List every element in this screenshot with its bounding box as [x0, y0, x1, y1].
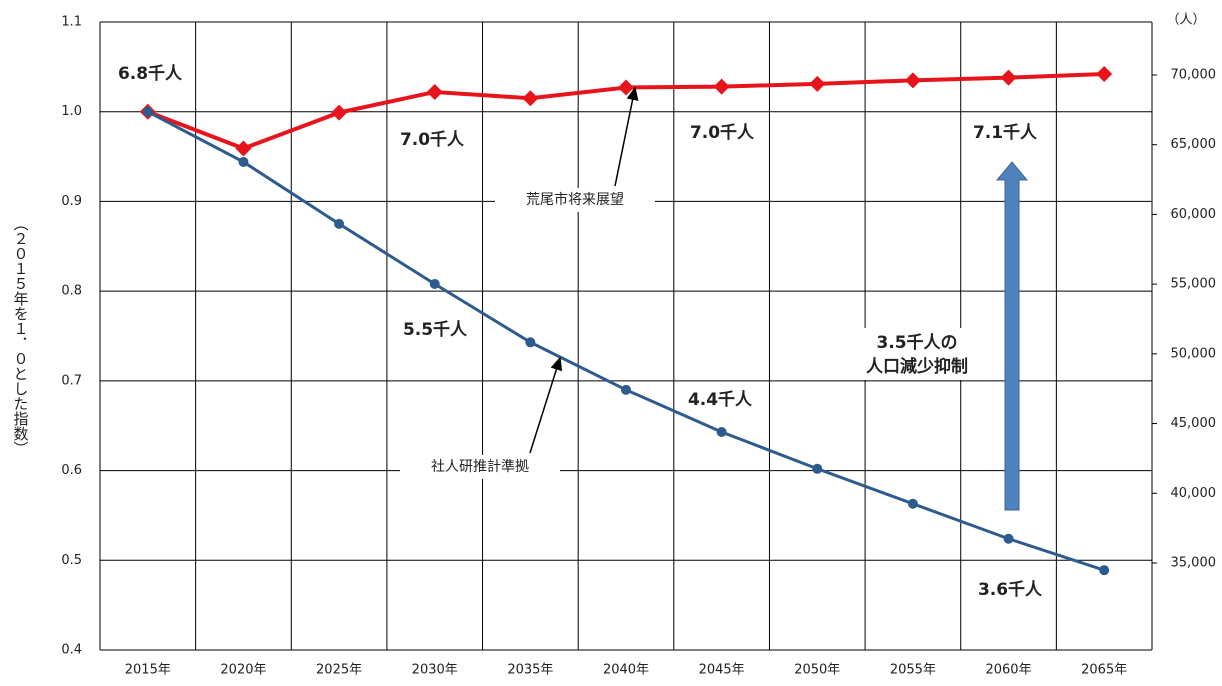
- y-tick-label: 0.5: [61, 553, 82, 568]
- y-tick-label: 0.8: [61, 284, 82, 299]
- x-tick-label: 2015年: [125, 663, 171, 678]
- label-bg: [400, 455, 560, 479]
- y-tick-label: 0.7: [61, 373, 82, 388]
- y-axis-label: （２０１５年を１．０とした指数）: [12, 216, 30, 456]
- point: [1096, 66, 1113, 83]
- point: [331, 104, 348, 121]
- x-tick-label: 2030年: [412, 663, 458, 678]
- point: [621, 384, 631, 395]
- y-tick-label: 1.1: [61, 15, 82, 30]
- x-tick-label: 2045年: [699, 663, 745, 678]
- point: [429, 278, 440, 289]
- series-label: 社人研推計準拠: [431, 459, 529, 475]
- point: [142, 106, 153, 117]
- suppression-arrow: [995, 161, 1029, 511]
- annotation: 7.1千人: [973, 123, 1038, 143]
- point: [1099, 565, 1110, 576]
- annotation: 4.4千人: [688, 390, 753, 410]
- label-bg: [838, 328, 996, 380]
- y-tick-label: 0.9: [61, 194, 82, 209]
- x-tick-label: 2060年: [985, 663, 1031, 678]
- point: [716, 426, 727, 437]
- point: [618, 79, 634, 96]
- x-tick-label: 2035年: [507, 663, 553, 678]
- x-tick-label: 2050年: [794, 663, 840, 678]
- point: [1003, 533, 1014, 544]
- annotation: 5.5千人: [403, 320, 468, 340]
- point: [907, 498, 918, 509]
- point: [334, 218, 345, 229]
- y2-tick-label: 35,000: [1171, 555, 1217, 570]
- annotation: 人口減少抑制: [866, 356, 968, 377]
- annotation: 6.8千人: [118, 64, 183, 84]
- point: [238, 156, 249, 167]
- y2-tick-label: 45,000: [1171, 416, 1217, 431]
- point: [713, 78, 730, 95]
- x-tick-label: 2055年: [890, 663, 936, 678]
- callout-arrow: [614, 86, 639, 187]
- point: [904, 72, 921, 89]
- annotation: 3.6千人: [978, 580, 1043, 600]
- x-tick-label: 2025年: [316, 663, 362, 678]
- point: [235, 140, 252, 157]
- y-tick-label: 0.4: [61, 643, 82, 658]
- label-bg: [495, 188, 655, 212]
- x-tick-label: 2065年: [1081, 663, 1127, 678]
- y-tick-label: 0.6: [61, 463, 82, 478]
- y2-tick-label: 70,000: [1171, 67, 1217, 82]
- y2-tick-label: 60,000: [1171, 207, 1217, 222]
- y-tick-label: 1.0: [61, 104, 82, 119]
- y2-tick-label: 55,000: [1171, 277, 1217, 292]
- point: [809, 75, 826, 92]
- y2-tick-label: 65,000: [1171, 137, 1217, 152]
- annotation: 7.0千人: [400, 130, 465, 150]
- x-tick-label: 2020年: [220, 663, 266, 678]
- y2-tick-label: 50,000: [1171, 346, 1217, 361]
- point: [525, 337, 536, 348]
- x-tick-label: 2040年: [603, 663, 649, 678]
- y2-tick-label: 40,000: [1171, 486, 1217, 501]
- point: [426, 83, 443, 100]
- annotation: 3.5千人の: [876, 333, 957, 353]
- callout-arrow: [529, 356, 563, 454]
- point: [522, 90, 539, 107]
- point: [1000, 69, 1017, 86]
- annotation: 7.0千人: [690, 123, 755, 143]
- point: [812, 463, 823, 474]
- series-label: 荒尾市将来展望: [526, 191, 624, 208]
- y2-axis-label: （人）: [1166, 13, 1205, 28]
